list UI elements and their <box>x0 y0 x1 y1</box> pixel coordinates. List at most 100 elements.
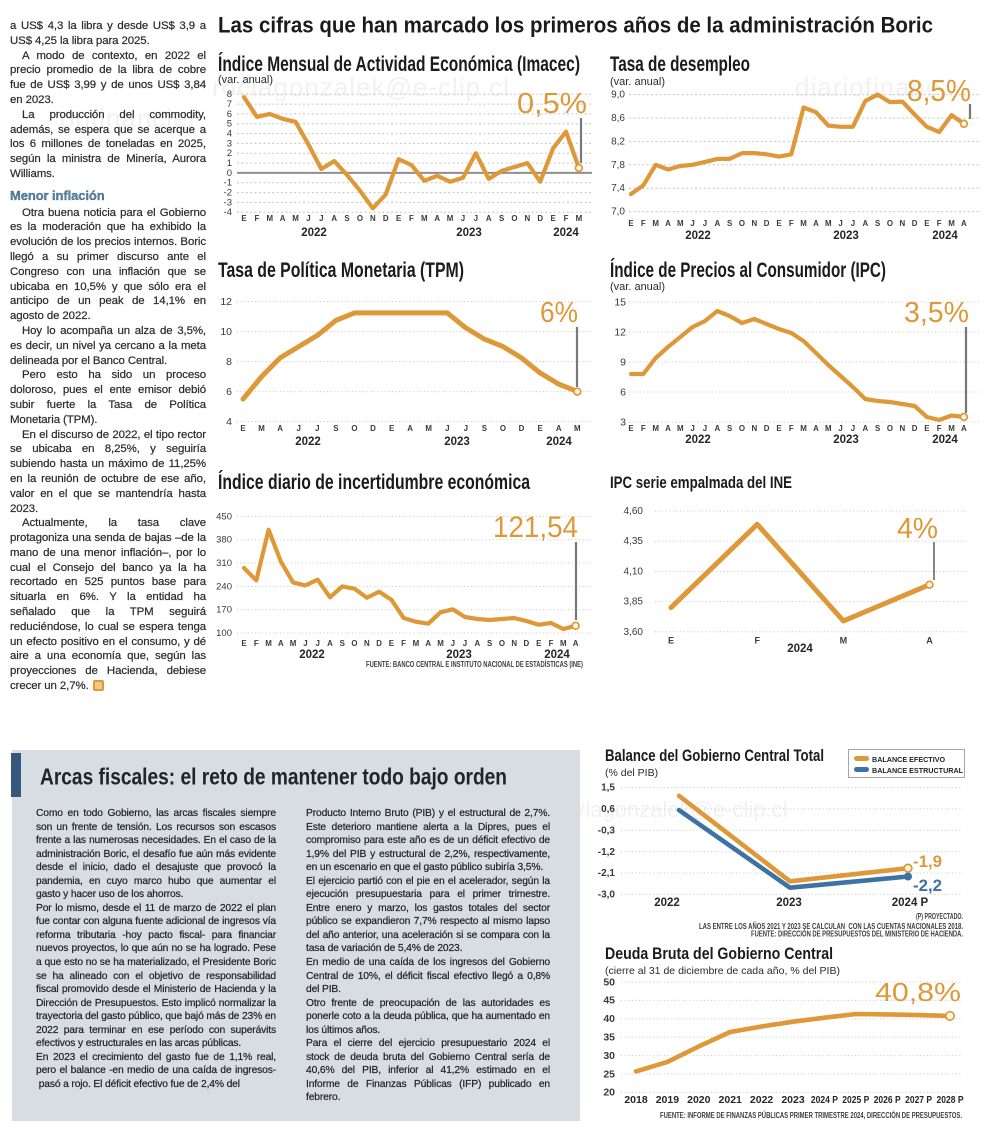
svg-text:2023: 2023 <box>781 1094 805 1106</box>
svg-text:2025 P: 2025 P <box>842 1094 869 1106</box>
svg-text:F: F <box>409 214 414 223</box>
svg-text:D: D <box>370 424 376 433</box>
svg-text:M: M <box>800 219 807 228</box>
svg-text:J: J <box>690 219 694 228</box>
svg-text:(var. anual): (var. anual) <box>610 281 665 293</box>
svg-text:S: S <box>487 639 492 648</box>
svg-text:1,5: 1,5 <box>601 783 615 794</box>
svg-text:E: E <box>924 424 929 433</box>
svg-text:M: M <box>677 424 684 433</box>
svg-text:F: F <box>754 636 760 646</box>
svg-text:FUENTE: INFORME DE FINANZAS PÚ: FUENTE: INFORME DE FINANZAS PÚBLICAS PRI… <box>660 1111 962 1120</box>
svg-text:2024: 2024 <box>787 643 813 655</box>
svg-text:J: J <box>851 424 855 433</box>
svg-text:D: D <box>912 424 918 433</box>
svg-text:J: J <box>838 219 842 228</box>
svg-text:2021: 2021 <box>719 1094 743 1106</box>
svg-text:9,0: 9,0 <box>611 90 625 101</box>
svg-text:(% del PIB): (% del PIB) <box>605 767 658 779</box>
svg-text:2022: 2022 <box>750 1094 774 1106</box>
svg-text:7,8: 7,8 <box>611 160 625 171</box>
svg-text:25: 25 <box>603 1068 615 1080</box>
svg-text:N: N <box>751 219 757 228</box>
svg-text:F: F <box>641 219 646 228</box>
svg-text:100: 100 <box>216 628 232 639</box>
svg-text:M: M <box>258 424 265 433</box>
svg-text:A: A <box>862 219 868 228</box>
svg-text:E: E <box>240 424 245 433</box>
svg-text:5: 5 <box>227 119 232 130</box>
svg-text:IPC serie empalmada del INE: IPC serie empalmada del INE <box>610 474 792 492</box>
svg-text:M: M <box>267 214 274 223</box>
svg-text:Deuda Bruta del Gobierno Centr: Deuda Bruta del Gobierno Central <box>605 945 833 963</box>
svg-text:M: M <box>290 639 297 648</box>
svg-text:N: N <box>525 214 531 223</box>
svg-text:M: M <box>574 424 581 433</box>
svg-text:6: 6 <box>227 109 232 120</box>
svg-text:2023: 2023 <box>776 897 802 909</box>
svg-text:J: J <box>451 639 455 648</box>
svg-text:Tasa de desempleo: Tasa de desempleo <box>610 52 750 76</box>
svg-text:3,85: 3,85 <box>624 597 644 608</box>
svg-text:2023: 2023 <box>833 230 859 242</box>
svg-text:F: F <box>789 424 794 433</box>
svg-text:(var. anual): (var. anual) <box>610 76 665 88</box>
svg-text:3,60: 3,60 <box>624 627 644 638</box>
svg-text:2026 P: 2026 P <box>874 1094 901 1106</box>
svg-text:A: A <box>714 219 720 228</box>
svg-text:S: S <box>727 424 732 433</box>
svg-text:E: E <box>537 424 542 433</box>
svg-text:2: 2 <box>227 148 232 159</box>
svg-text:7,4: 7,4 <box>611 183 625 194</box>
svg-text:-1,2: -1,2 <box>598 847 616 858</box>
svg-text:J: J <box>316 639 320 648</box>
svg-text:N: N <box>899 219 905 228</box>
svg-text:F: F <box>254 214 259 223</box>
svg-text:E: E <box>668 636 674 646</box>
svg-text:8: 8 <box>227 89 232 100</box>
svg-text:0,6: 0,6 <box>601 804 615 815</box>
svg-text:50: 50 <box>603 976 615 988</box>
svg-text:(P) PROYECTADO.: (P) PROYECTADO. <box>916 912 963 921</box>
svg-text:S: S <box>482 424 487 433</box>
svg-text:S: S <box>727 219 732 228</box>
svg-text:F: F <box>789 219 794 228</box>
svg-text:M: M <box>425 424 432 433</box>
svg-text:O: O <box>500 424 506 433</box>
svg-text:2028 P: 2028 P <box>937 1094 964 1106</box>
svg-text:Índice Mensual de Actividad Ec: Índice Mensual de Actividad Económica (I… <box>218 51 580 76</box>
svg-text:2024: 2024 <box>544 649 570 661</box>
svg-text:S: S <box>875 424 880 433</box>
svg-text:-3,0: -3,0 <box>598 890 616 901</box>
svg-text:M: M <box>413 639 420 648</box>
svg-text:E: E <box>776 219 781 228</box>
svg-text:J: J <box>445 424 449 433</box>
svg-text:A: A <box>434 214 440 223</box>
svg-text:6: 6 <box>620 386 626 398</box>
svg-text:F: F <box>564 214 569 223</box>
svg-text:A: A <box>278 639 284 648</box>
svg-text:2024 P: 2024 P <box>811 1094 838 1106</box>
svg-text:E: E <box>396 214 401 223</box>
svg-text:M: M <box>292 214 299 223</box>
svg-text:-1: -1 <box>224 178 232 189</box>
svg-text:Tasa de Política Monetaria (TP: Tasa de Política Monetaria (TPM) <box>218 258 464 282</box>
svg-text:Arcas fiscales: el reto de man: Arcas fiscales: el reto de mantener todo… <box>40 764 507 790</box>
svg-text:J: J <box>464 424 468 433</box>
svg-text:A: A <box>813 424 819 433</box>
svg-text:A: A <box>665 219 671 228</box>
svg-text:A: A <box>556 424 562 433</box>
svg-text:FUENTE: BANCO CENTRAL E INSTIT: FUENTE: BANCO CENTRAL E INSTITUTO NACION… <box>366 660 583 669</box>
svg-text:-0,3: -0,3 <box>598 825 616 836</box>
svg-text:2019: 2019 <box>656 1094 680 1106</box>
svg-text:O: O <box>887 424 893 433</box>
svg-text:-2: -2 <box>224 188 232 199</box>
svg-text:121,54: 121,54 <box>493 511 578 544</box>
svg-text:S: S <box>499 214 504 223</box>
svg-text:N: N <box>370 214 376 223</box>
svg-text:M: M <box>677 219 684 228</box>
svg-text:A: A <box>714 424 720 433</box>
svg-text:A: A <box>280 214 286 223</box>
svg-text:310: 310 <box>216 558 232 569</box>
svg-text:M: M <box>560 639 567 648</box>
